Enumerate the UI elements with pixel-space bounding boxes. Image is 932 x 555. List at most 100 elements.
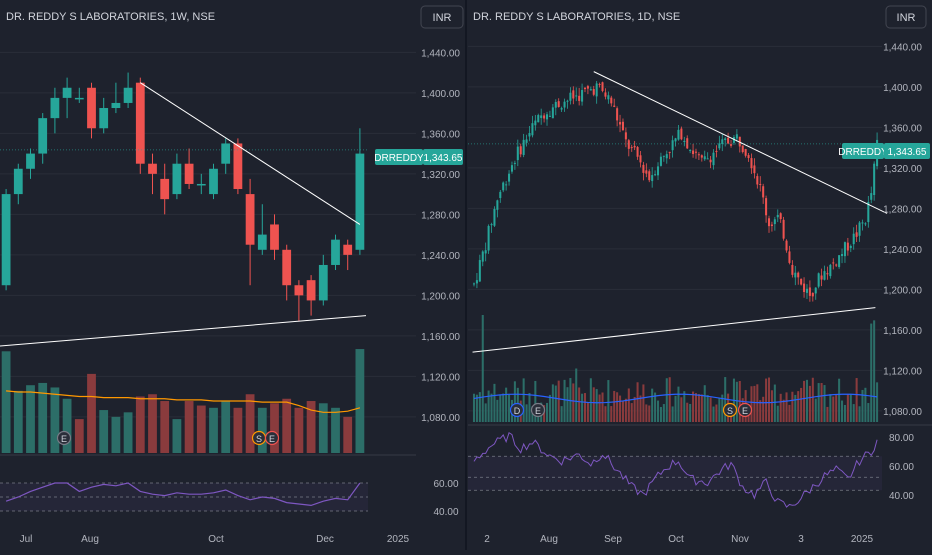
- weekly-time-axis[interactable]: Jul Aug Oct Dec 2025: [20, 534, 410, 545]
- candle-body: [598, 84, 601, 86]
- volume-bar: [282, 398, 292, 453]
- volume-bar: [318, 403, 328, 453]
- volume-bar: [785, 392, 788, 422]
- volume-bar: [835, 395, 838, 422]
- price-tick-label: 1,440.00: [883, 42, 922, 53]
- time-label: Dec: [316, 534, 334, 545]
- candle-body: [38, 118, 48, 154]
- candle-body: [741, 145, 744, 153]
- volume-bar: [601, 392, 604, 422]
- weekly-price-axis[interactable]: 1,440.00 1,400.00 1,360.00 1,320.00 1,280.00…: [421, 48, 460, 518]
- volume-bar: [586, 401, 589, 422]
- daily-currency-button[interactable]: INR: [885, 5, 927, 29]
- candle-body: [645, 170, 648, 174]
- rsi-tick-label: 60.00: [433, 479, 458, 490]
- volume-bar: [87, 373, 96, 453]
- volume-bar: [502, 393, 505, 422]
- candle-body: [791, 264, 794, 275]
- candle-body: [516, 146, 519, 161]
- candle-body: [569, 92, 572, 101]
- price-tick-label: 1,200.00: [883, 285, 922, 296]
- event-marker-badge: [737, 402, 753, 418]
- volume-bar: [99, 410, 109, 453]
- daily-currency-label: INR: [897, 12, 916, 24]
- volume-bar: [499, 394, 502, 422]
- candle-body: [578, 95, 581, 101]
- volume-bar: [62, 398, 72, 453]
- volume-bar: [692, 391, 695, 422]
- price-tick-label: 1,120.00: [883, 366, 922, 377]
- candle-body: [662, 155, 665, 157]
- volume-bar: [767, 377, 771, 422]
- candle-body: [26, 153, 35, 169]
- candle-body: [762, 186, 765, 198]
- daily-price-axis[interactable]: 1,440.00 1,400.00 1,360.00 1,320.00 1,280.00…: [883, 42, 922, 502]
- time-label: 2025: [851, 534, 874, 545]
- daily-time-axis[interactable]: 2 Aug Sep Oct Nov 3 2025: [484, 534, 873, 545]
- rsi-line: [5, 482, 361, 507]
- time-label: 2: [484, 534, 490, 545]
- volume-bar: [534, 380, 537, 422]
- time-label: Sep: [604, 534, 622, 545]
- event-marker-label: S: [256, 434, 262, 444]
- candle-body: [581, 90, 584, 102]
- candle-body: [674, 138, 677, 142]
- candle-body: [700, 155, 703, 158]
- time-label: Oct: [208, 534, 224, 545]
- candle-body: [841, 254, 844, 257]
- daily-trendlines[interactable]: [472, 71, 888, 353]
- candle-body: [583, 87, 587, 90]
- volume-bar: [592, 387, 595, 422]
- candle-body: [665, 154, 668, 159]
- volume-bar: [630, 403, 633, 422]
- volume-bar: [619, 395, 622, 422]
- candle-body: [592, 89, 595, 95]
- weekly-rsi-pane: [0, 454, 416, 512]
- candle-body: [814, 287, 817, 294]
- candle-body: [823, 271, 826, 280]
- weekly-chart-panel[interactable]: DR. REDDY S LABORATORIES, 1W, NSE INR 1,…: [0, 0, 464, 550]
- candle-body: [481, 251, 484, 262]
- candle-body: [184, 163, 194, 184]
- candle-body: [727, 137, 730, 144]
- candle-body: [355, 153, 365, 250]
- candle-body: [522, 139, 525, 155]
- event-marker-label: E: [535, 406, 541, 416]
- time-label: Jul: [20, 534, 33, 545]
- volume-bar: [861, 389, 864, 422]
- volume-bar: [487, 390, 490, 422]
- rsi-tick-label: 80.00: [889, 433, 914, 444]
- candle-body: [613, 105, 616, 107]
- volume-bar: [721, 394, 724, 422]
- candle-body: [331, 239, 340, 265]
- volume-bar: [481, 315, 484, 422]
- daily-chart-panel[interactable]: DR. REDDY S LABORATORIES, 1D, NSE INR 1,…: [468, 5, 932, 545]
- volume-bar: [855, 378, 858, 422]
- candle-body: [835, 264, 838, 266]
- volume-bar: [551, 384, 554, 422]
- weekly-chart-title: DR. REDDY S LABORATORIES, 1W, NSE: [6, 11, 215, 23]
- candle-body: [627, 140, 630, 149]
- candle-body: [566, 100, 569, 102]
- volume-bar: [548, 394, 551, 422]
- volume-bar: [832, 396, 835, 422]
- weekly-currency-button[interactable]: INR: [420, 5, 464, 29]
- weekly-trendlines[interactable]: [0, 82, 367, 347]
- volume-bar: [709, 397, 712, 422]
- volume-bar: [475, 394, 478, 422]
- price-tick-label: 1,400.00: [421, 89, 460, 100]
- volume-bar: [294, 407, 304, 453]
- volume-bar: [762, 396, 765, 422]
- volume-bar: [598, 394, 601, 422]
- volume-bar: [135, 396, 145, 453]
- candle-body: [686, 138, 689, 149]
- volume-bar: [306, 401, 316, 453]
- time-label: Aug: [81, 534, 99, 545]
- volume-bar: [633, 396, 636, 422]
- candle-body: [148, 163, 157, 174]
- candle-body: [692, 150, 695, 155]
- weekly-volume-bars: [1, 349, 365, 453]
- volume-bar: [26, 385, 35, 453]
